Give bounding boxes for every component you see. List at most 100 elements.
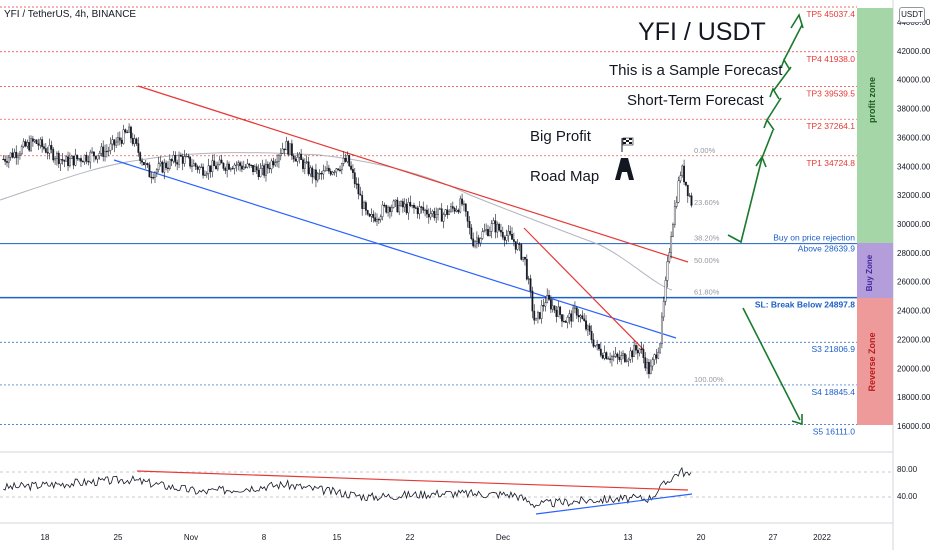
candle-body bbox=[290, 143, 293, 156]
candle-body bbox=[609, 358, 611, 360]
candle-body bbox=[93, 151, 95, 157]
candle-body bbox=[31, 138, 34, 142]
candle-body bbox=[659, 343, 661, 353]
price-tick-label: 20000.00 bbox=[897, 364, 931, 373]
candle-body bbox=[155, 169, 158, 173]
level-label: TP3 39539.5 bbox=[806, 88, 855, 98]
candle-body bbox=[681, 165, 684, 176]
candle-body bbox=[9, 152, 12, 158]
candle-body bbox=[181, 156, 184, 164]
candle-body bbox=[266, 163, 269, 169]
candle-body bbox=[109, 143, 112, 151]
candle-body bbox=[544, 302, 547, 307]
candle-body bbox=[570, 313, 573, 322]
candle-body bbox=[685, 181, 687, 186]
candle-body bbox=[191, 165, 193, 167]
price-candles bbox=[2, 123, 693, 379]
price-axis[interactable]: 44000.0042000.0040000.0038000.0036000.00… bbox=[897, 18, 931, 431]
candle-body bbox=[575, 307, 578, 316]
candle-body bbox=[327, 167, 330, 172]
candle-body bbox=[241, 165, 243, 170]
candle-body bbox=[429, 213, 432, 218]
candle-body bbox=[311, 167, 314, 178]
candle-body bbox=[400, 201, 402, 206]
candle-body bbox=[440, 208, 443, 222]
candle-body bbox=[603, 352, 606, 359]
candle-body bbox=[111, 139, 114, 145]
candle-body bbox=[596, 343, 599, 346]
candle-body bbox=[435, 214, 438, 218]
candle-body bbox=[15, 151, 18, 158]
candle-body bbox=[322, 170, 325, 175]
candle-body bbox=[437, 208, 439, 215]
candle-body bbox=[30, 138, 32, 151]
candle-body bbox=[414, 207, 417, 209]
candle-body bbox=[625, 360, 628, 362]
candle-body bbox=[416, 207, 419, 215]
rsi-line bbox=[3, 466, 692, 509]
level-label: S3 21806.9 bbox=[812, 344, 856, 354]
candle-body bbox=[662, 301, 665, 318]
candle-body bbox=[527, 278, 530, 280]
time-axis[interactable]: 18 25 Nov 8 15 22 Dec 13 20 27 2022 bbox=[41, 533, 832, 542]
candle-body bbox=[488, 231, 491, 236]
candle-body bbox=[466, 211, 469, 222]
candle-body bbox=[359, 193, 362, 196]
currency-button[interactable]: USDT bbox=[899, 7, 925, 23]
candle-body bbox=[392, 200, 395, 208]
candle-body bbox=[242, 166, 245, 170]
price-tick-label: 32000.00 bbox=[897, 191, 931, 200]
symbol-title[interactable]: YFI / TetherUS, 4h, BINANCE bbox=[4, 9, 137, 20]
fib-label: 50.00% bbox=[694, 256, 720, 265]
candle-body bbox=[463, 203, 465, 205]
candle-body bbox=[588, 325, 591, 332]
candle-body bbox=[202, 166, 204, 176]
candle-body bbox=[167, 167, 169, 169]
support-trendline bbox=[113, 159, 677, 339]
candle-body bbox=[457, 209, 460, 213]
candle-body bbox=[200, 166, 203, 168]
candle-body bbox=[309, 167, 312, 175]
candle-body bbox=[487, 229, 489, 236]
candle-body bbox=[464, 203, 467, 212]
candle-body bbox=[168, 159, 171, 169]
candle-body bbox=[255, 166, 258, 171]
candle-body bbox=[644, 357, 647, 369]
level-label: Buy on price rejection bbox=[773, 233, 855, 243]
candle-body bbox=[431, 211, 434, 214]
fib-label: 61.80% bbox=[694, 288, 720, 297]
candle-body bbox=[446, 209, 449, 215]
candle-body bbox=[646, 362, 648, 369]
candle-body bbox=[579, 315, 582, 318]
candle-body bbox=[104, 150, 106, 157]
candle-body bbox=[11, 152, 14, 158]
candle-body bbox=[324, 170, 327, 172]
fib-levels: 0.00% 23.60% 38.20% 50.00% 61.80% 100.00% bbox=[694, 146, 724, 384]
candle-body bbox=[152, 177, 155, 179]
candle-body bbox=[218, 159, 221, 165]
candle-body bbox=[389, 207, 391, 213]
price-tick-label: 26000.00 bbox=[897, 278, 931, 287]
candle-body bbox=[172, 155, 175, 162]
candle-body bbox=[474, 241, 476, 247]
candle-body bbox=[483, 230, 486, 232]
road-map-text: Road Map bbox=[530, 168, 600, 185]
candle-body bbox=[690, 195, 693, 206]
candle-body bbox=[505, 235, 508, 241]
candle-body bbox=[4, 158, 7, 162]
time-tick-label: 13 bbox=[624, 533, 633, 542]
candle-body bbox=[492, 220, 495, 224]
candle-body bbox=[500, 230, 502, 233]
candle-body bbox=[320, 173, 323, 175]
candle-body bbox=[257, 169, 260, 178]
candle-body bbox=[459, 198, 462, 213]
candle-body bbox=[537, 312, 539, 319]
candle-body bbox=[281, 148, 284, 154]
candle-body bbox=[683, 165, 685, 183]
candle-body bbox=[41, 139, 44, 147]
candle-body bbox=[205, 173, 208, 176]
candle-body bbox=[648, 362, 650, 374]
rsi-tick-40: 40.00 bbox=[897, 492, 918, 501]
forecast-arrow-1 bbox=[727, 157, 763, 244]
